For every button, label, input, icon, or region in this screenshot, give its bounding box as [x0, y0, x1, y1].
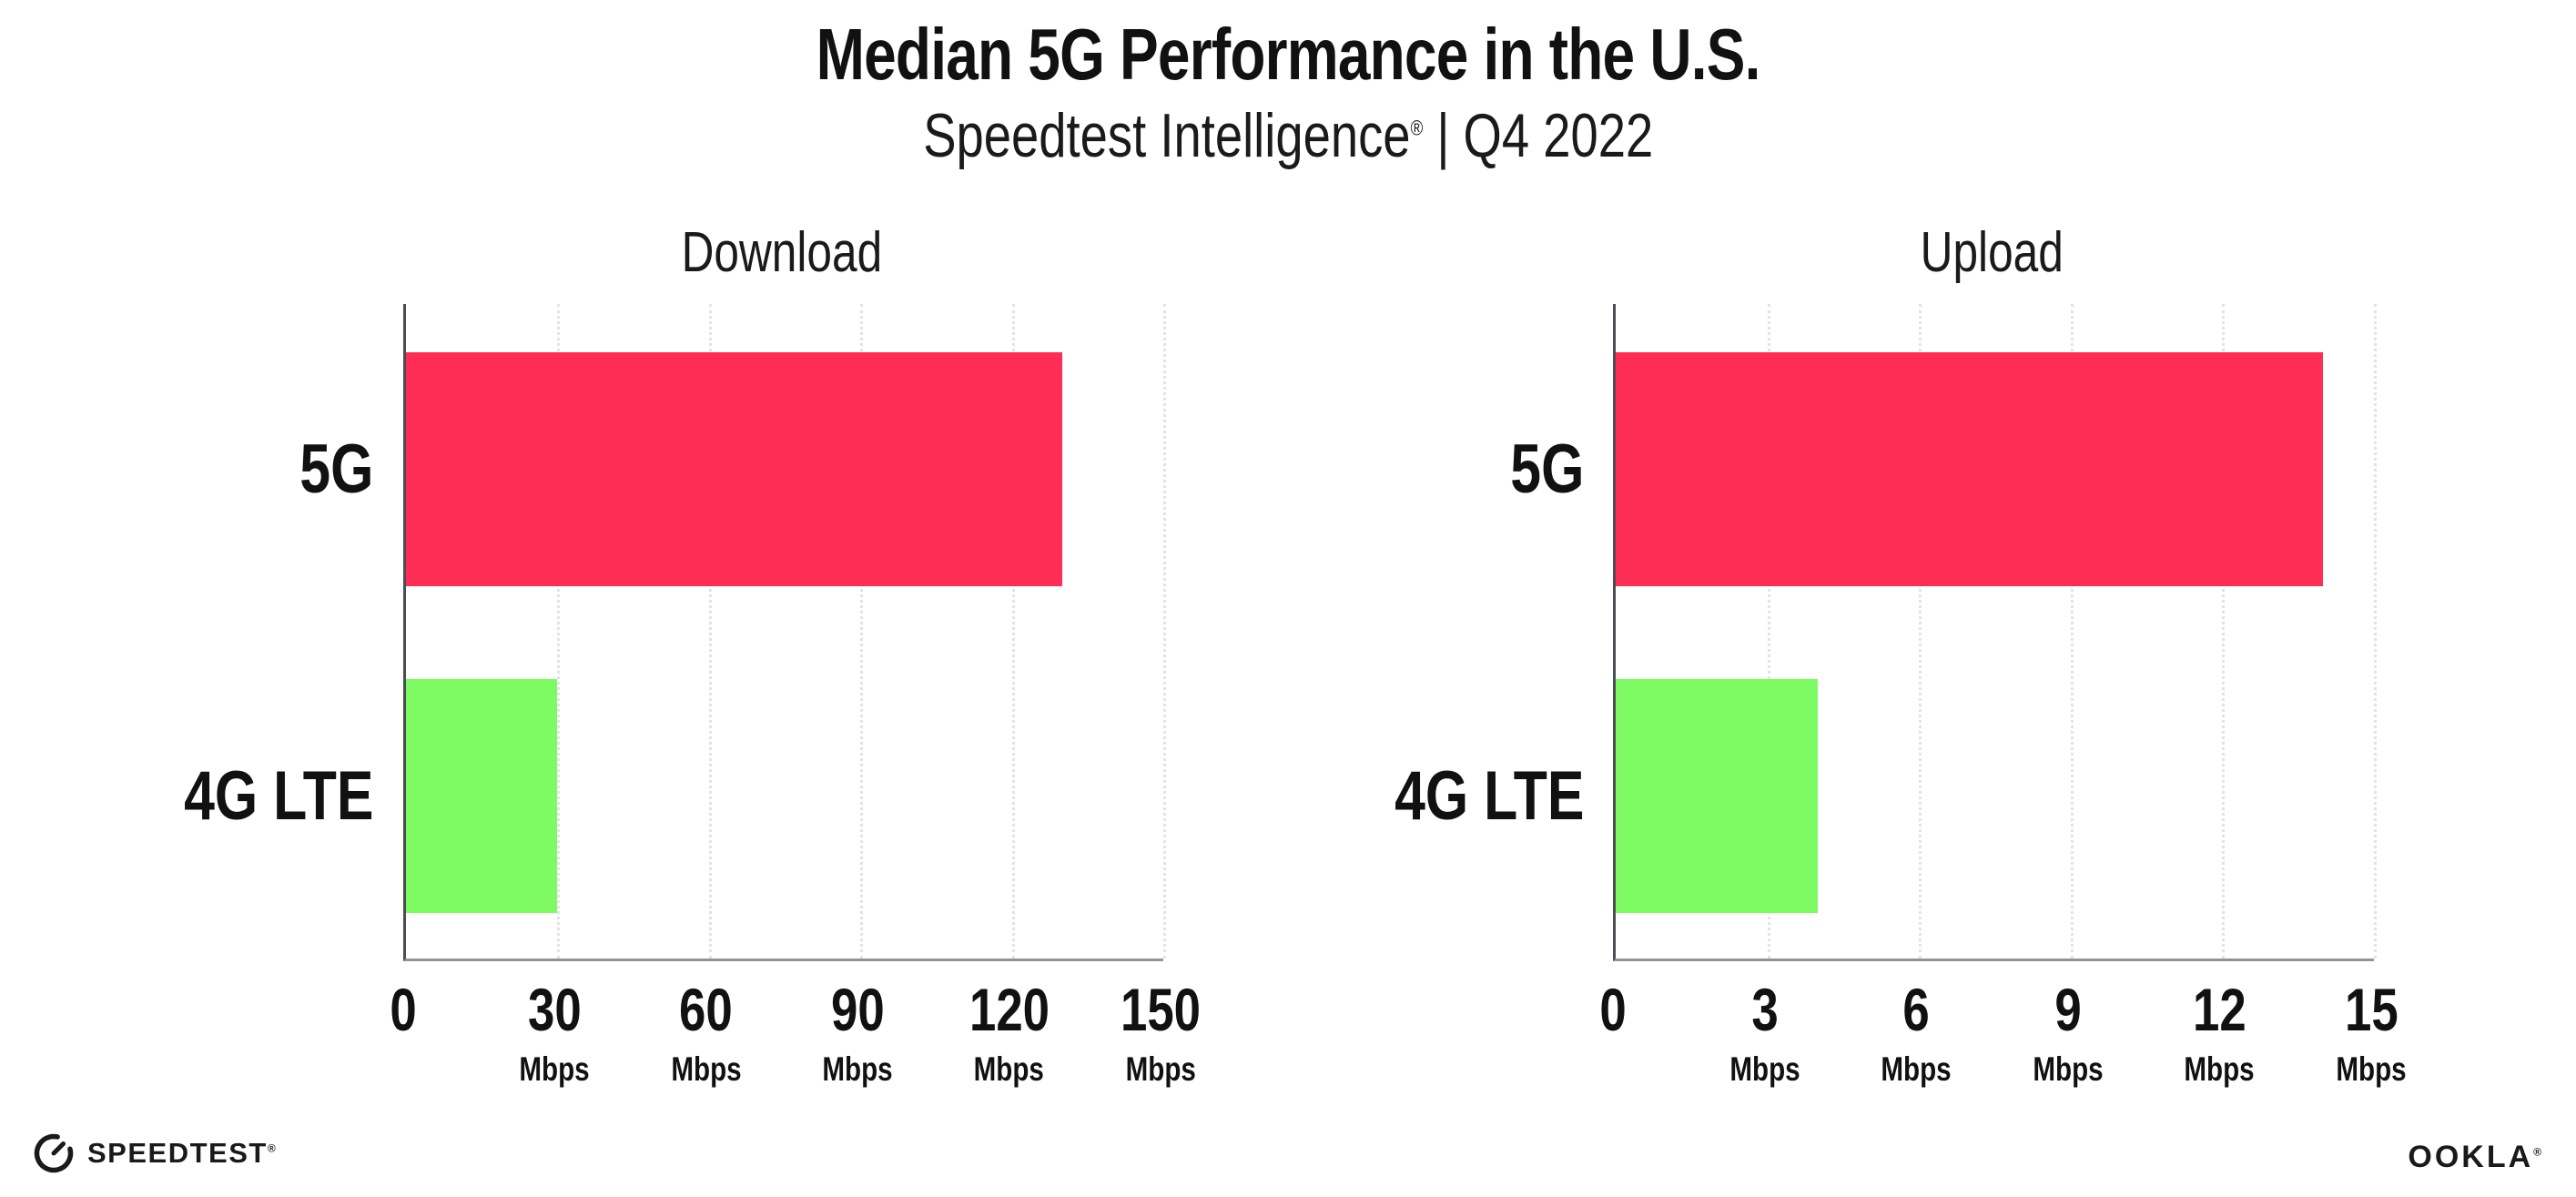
bar-4g-lte — [406, 679, 558, 913]
page-subtitle: Speedtest Intelligence® | Q4 2022 — [0, 100, 2576, 171]
category-label-5g: 5G — [1509, 431, 1584, 508]
plot-area-upload — [1613, 304, 2377, 961]
gridline-15 — [2374, 304, 2377, 959]
plot-area-download — [403, 304, 1166, 961]
x-tick-unit: Mbps — [519, 1050, 591, 1088]
x-tick-value: 0 — [390, 976, 417, 1043]
gridline-150 — [1163, 304, 1166, 959]
gridline-90 — [860, 304, 864, 959]
ookla-registered-mark-icon: ® — [2533, 1145, 2541, 1159]
gridline-12 — [2222, 304, 2226, 959]
x-tick-value: 3 — [1750, 976, 1779, 1043]
x-tick-3: 3 Mbps — [1720, 979, 1809, 1086]
gridline-6 — [1919, 304, 1922, 959]
subtitle-period: | Q4 2022 — [1422, 101, 1653, 170]
gridline-9 — [2070, 304, 2074, 959]
x-tick-unit: Mbps — [2033, 1050, 2104, 1088]
x-tick-value: 15 — [2344, 976, 2399, 1043]
x-tick-6: 6 Mbps — [1872, 979, 1961, 1086]
x-tick-value: 90 — [830, 976, 885, 1043]
x-tick-unit: Mbps — [2336, 1050, 2407, 1088]
x-tick-unit: Mbps — [1729, 1050, 1800, 1088]
x-tick-150: 150 Mbps — [1111, 979, 1211, 1086]
bar-5g — [1616, 352, 2324, 586]
gridline-30 — [557, 304, 561, 959]
ookla-wordmark: OOKLA — [2408, 1140, 2534, 1174]
speedtest-logo: SPEEDTEST® — [33, 1132, 277, 1174]
ookla-logo: OOKLA® — [2408, 1140, 2541, 1175]
x-tick-unit: Mbps — [2184, 1050, 2256, 1088]
x-tick-unit: Mbps — [1881, 1050, 1952, 1088]
x-tick-value: 120 — [969, 976, 1050, 1043]
x-tick-120: 120 Mbps — [959, 979, 1060, 1086]
x-tick-unit: Mbps — [671, 1050, 742, 1088]
bar-4g-lte — [1616, 679, 1819, 913]
bar-5g — [406, 352, 1063, 586]
x-tick-30: 30 Mbps — [511, 979, 599, 1086]
page-title-text: Median 5G Performance in the U.S. — [816, 14, 1761, 95]
speedtest-wordmark: SPEEDTEST® — [87, 1137, 278, 1169]
category-label-5g: 5G — [299, 431, 373, 508]
x-tick-value: 12 — [2193, 976, 2246, 1043]
x-tick-9: 9 Mbps — [2023, 979, 2112, 1086]
x-tick-15: 15 Mbps — [2328, 979, 2416, 1086]
x-tick-0: 0 — [387, 979, 421, 1040]
gridline-120 — [1011, 304, 1015, 959]
category-label-4g-lte: 4G LTE — [1394, 757, 1584, 835]
x-tick-unit: Mbps — [822, 1050, 893, 1088]
x-tick-12: 12 Mbps — [2175, 979, 2264, 1086]
chart-title-upload: Upload — [1920, 221, 2064, 284]
x-tick-value: 30 — [528, 976, 582, 1043]
x-tick-value: 9 — [2054, 976, 2082, 1043]
subtitle-brand: Speedtest Intelligence — [922, 101, 1411, 170]
x-tick-value: 0 — [1599, 976, 1627, 1043]
speedtest-registered-mark-icon: ® — [267, 1141, 278, 1155]
gridline-3 — [1767, 304, 1770, 959]
x-tick-0: 0 — [1597, 979, 1630, 1040]
registered-mark-icon: ® — [1410, 116, 1423, 140]
gridline-60 — [708, 304, 712, 959]
x-tick-90: 90 Mbps — [814, 979, 902, 1086]
x-tick-value: 6 — [1902, 976, 1930, 1043]
speedtest-gauge-icon — [34, 1133, 74, 1173]
chart-title-download: Download — [681, 221, 883, 284]
x-tick-value: 150 — [1120, 976, 1202, 1043]
page-title: Median 5G Performance in the U.S. — [0, 13, 2576, 96]
x-tick-value: 60 — [679, 976, 734, 1043]
category-label-4g-lte: 4G LTE — [183, 757, 373, 835]
x-tick-60: 60 Mbps — [662, 979, 750, 1086]
x-tick-unit: Mbps — [1125, 1050, 1196, 1088]
x-tick-unit: Mbps — [973, 1050, 1045, 1088]
